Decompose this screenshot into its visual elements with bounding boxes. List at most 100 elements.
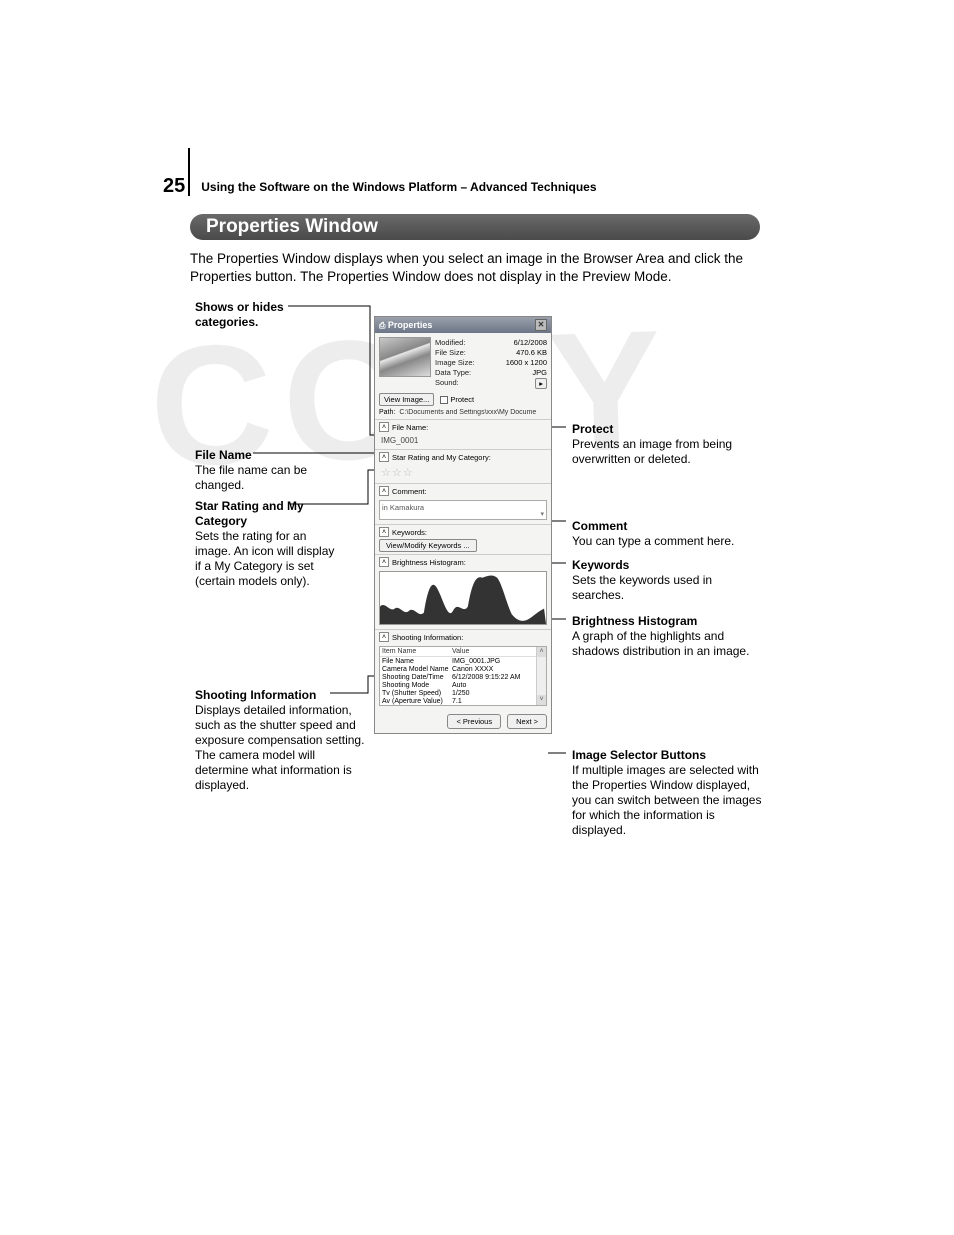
shooting-info-key: Camera Model Name [382,666,452,673]
collapse-icon[interactable]: ˄ [379,527,389,537]
shooting-info-key: Shooting Mode [382,682,452,689]
callout-star-rating-title: Star Rating and My Category [195,499,304,528]
protect-checkbox[interactable]: Protect [440,395,474,404]
shooting-info-value: 7.1 [452,698,462,705]
collapse-icon[interactable]: ˄ [379,422,389,432]
shoot-col2: Value [452,648,469,655]
intro-paragraph: The Properties Window displays when you … [190,250,750,286]
callout-shooting-info-desc: Displays detailed information, such as t… [195,703,364,792]
callout-histogram: Brightness Histogram A graph of the high… [572,614,762,659]
histogram-header-label: Brightness Histogram: [392,558,466,567]
callout-protect-title: Protect [572,422,613,436]
callout-protect-desc: Prevents an image from being overwritten… [572,437,732,466]
callout-histogram-title: Brightness Histogram [572,614,697,628]
view-image-button[interactable]: View Image... [379,393,434,406]
meta-imagesize-label: Image Size: [435,358,475,367]
page-header: 25 Using the Software on the Windows Pla… [163,175,597,198]
callout-star-rating: Star Rating and My Category Sets the rat… [195,499,335,589]
collapse-icon[interactable]: ˄ [379,557,389,567]
shooting-info-table: Item Name Value File NameIMG_0001.JPGCam… [379,646,547,706]
dialog-title: Properties [388,320,433,330]
collapse-icon[interactable]: ˄ [379,632,389,642]
callout-image-selector-desc: If multiple images are selected with the… [572,763,761,837]
collapse-icon[interactable]: ˄ [379,452,389,462]
callout-file-name-title: File Name [195,448,252,462]
meta-datatype: JPG [532,368,547,377]
meta-datatype-label: Data Type: [435,368,471,377]
next-button[interactable]: Next > [507,714,547,729]
comment-value: in Kamakura [382,503,424,512]
shooting-info-value: 1/250 [452,690,470,697]
scroll-down-icon[interactable]: ˅ [537,695,546,705]
previous-button[interactable]: < Previous [447,714,501,729]
brightness-histogram [379,571,547,625]
shooting-info-row: Av (Aperture Value)7.1 [380,697,546,705]
filename-value[interactable]: IMG_0001 [375,434,551,449]
shooting-info-key: Av (Aperture Value) [382,698,452,705]
page-number: 25 [163,175,185,198]
callout-protect: Protect Prevents an image from being ove… [572,422,762,467]
comment-header-label: Comment: [392,487,427,496]
path-value: C:\Documents and Settings\xxx\My Docume [399,409,536,416]
shooting-header-label: Shooting Information: [392,633,463,642]
filename-section-header[interactable]: ˄ File Name: [375,419,551,434]
shooting-info-value: 6/12/2008 9:15:22 AM [452,674,521,681]
comment-section-header[interactable]: ˄ Comment: [375,483,551,498]
callout-comment-desc: You can type a comment here. [572,534,734,548]
path-label: Path: [379,409,395,416]
shooting-info-row: Tv (Shutter Speed)1/250 [380,689,546,697]
meta-filesize-label: File Size: [435,348,466,357]
meta-block: Modified: 6/12/2008 File Size: 470.6 KB Im… [435,337,547,389]
shoot-col1: Item Name [382,648,452,655]
header-subtitle: Using the Software on the Windows Platfo… [201,180,596,194]
callout-shooting-info-title: Shooting Information [195,688,316,702]
callout-shows-hides: Shows or hides categories. [195,300,335,330]
callout-histogram-desc: A graph of the highlights and shadows di… [572,629,749,658]
keywords-section-header[interactable]: ˄ Keywords: [375,524,551,539]
shooting-info-row: Shooting Date/Time6/12/2008 9:15:22 AM [380,673,546,681]
callout-star-rating-desc: Sets the rating for an image. An icon wi… [195,529,334,588]
properties-dialog: ⎙ Properties ✕ Modified: 6/12/2008 File S… [374,316,552,734]
dialog-titlebar[interactable]: ⎙ Properties ✕ [375,317,551,333]
callout-shows-hides-title: Shows or hides categories. [195,300,284,329]
callout-keywords-title: Keywords [572,558,629,572]
shooting-info-value: IMG_0001.JPG [452,658,500,665]
shooting-info-row: Shooting ModeAuto [380,681,546,689]
callout-shooting-info: Shooting Information Displays detailed i… [195,688,365,793]
shooting-info-key: Tv (Shutter Speed) [382,690,452,697]
star-section-header[interactable]: ˄ Star Rating and My Category: [375,449,551,464]
scroll-up-icon[interactable]: ˄ [537,647,546,657]
shooting-info-key: File Name [382,658,452,665]
shooting-info-key: Shooting Date/Time [382,674,452,681]
diagram-area: Shows or hides categories. File Name The… [190,300,770,840]
histogram-section-header[interactable]: ˄ Brightness Histogram: [375,554,551,569]
shooting-info-value: Auto [452,682,466,689]
scrollbar[interactable]: ˄ ˅ [536,647,546,705]
meta-modified-label: Modified: [435,338,465,347]
meta-imagesize: 1600 x 1200 [506,358,547,367]
section-title: Properties Window [190,214,760,240]
keywords-header-label: Keywords: [392,528,427,537]
collapse-icon[interactable]: ˄ [379,486,389,496]
view-modify-keywords-button[interactable]: View/Modify Keywords ... [379,539,477,552]
shooting-info-value: Canon XXXX [452,666,493,673]
filename-header-label: File Name: [392,423,428,432]
callout-keywords-desc: Sets the keywords used in searches. [572,573,712,602]
meta-modified: 6/12/2008 [514,338,547,347]
shooting-info-row: File NameIMG_0001.JPG [380,657,546,665]
shooting-info-row: Camera Model NameCanon XXXX [380,665,546,673]
star-header-label: Star Rating and My Category: [392,453,491,462]
callout-image-selector-title: Image Selector Buttons [572,748,706,762]
callout-keywords: Keywords Sets the keywords used in searc… [572,558,762,603]
close-icon[interactable]: ✕ [535,319,547,331]
sound-play-button[interactable]: ▸ [535,378,547,389]
shooting-section-header[interactable]: ˄ Shooting Information: [375,629,551,644]
star-rating[interactable]: ☆☆☆ [375,464,551,483]
checkbox-icon [440,396,448,404]
scroll-down-icon[interactable]: ▾ [540,510,544,518]
callout-image-selector: Image Selector Buttons If multiple image… [572,748,762,838]
comment-input[interactable]: in Kamakura ▾ [379,500,547,520]
protect-label: Protect [450,395,474,404]
meta-filesize: 470.6 KB [516,348,547,357]
callout-file-name: File Name The file name can be changed. [195,448,335,493]
